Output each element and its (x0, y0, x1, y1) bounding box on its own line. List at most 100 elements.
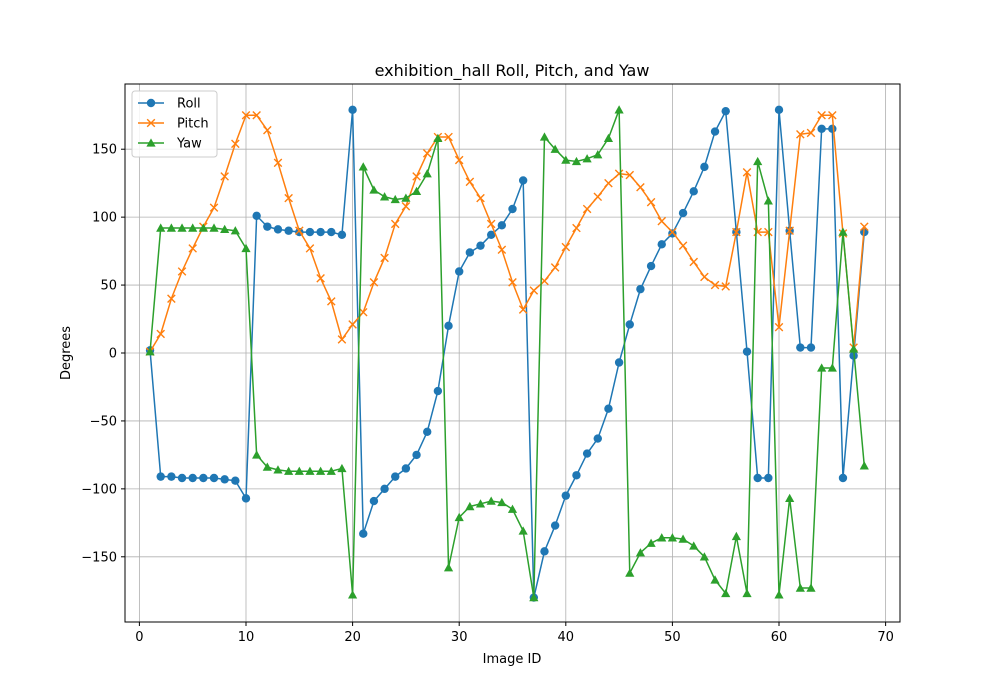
roll-point (444, 321, 453, 331)
yaw-point (550, 144, 560, 153)
yaw-point (646, 538, 656, 547)
pitch-point (486, 219, 496, 229)
yaw-point (763, 196, 773, 205)
yaw-point (284, 466, 294, 475)
yaw-point (774, 590, 784, 599)
pitch-point (732, 227, 741, 237)
pitch-point (636, 182, 645, 192)
roll-point (284, 226, 293, 235)
pitch-point (678, 241, 688, 250)
yaw-point (667, 533, 678, 542)
roll-point (423, 427, 432, 436)
roll-point (433, 386, 443, 396)
y-tick-label: −100 (81, 482, 117, 497)
pitch-point (518, 305, 528, 314)
y-tick-label: 100 (92, 211, 117, 226)
yaw-point (220, 224, 230, 234)
pitch-point (241, 110, 251, 120)
pitch-point (380, 253, 389, 263)
yaw-point (817, 363, 827, 372)
yaw-point (177, 223, 187, 232)
legend-label: Pitch (177, 117, 209, 132)
roll-point (796, 343, 805, 352)
yaw-point (742, 588, 752, 598)
yaw-point (571, 156, 582, 166)
pitch-point (337, 335, 347, 344)
roll-point (774, 105, 784, 115)
roll-point (604, 404, 613, 413)
roll-point (572, 471, 581, 480)
pitch-point (806, 128, 816, 138)
yaw-point (582, 154, 592, 163)
roll-point (412, 450, 421, 460)
pitch-point (263, 125, 272, 135)
pitch-point (774, 322, 784, 332)
yaw-point (411, 186, 422, 196)
roll-point (359, 529, 368, 538)
yaw-point (507, 504, 518, 513)
yaw-point (230, 226, 240, 235)
yaw-point (209, 223, 219, 232)
yaw-point (614, 105, 624, 114)
legend-entry-roll: Roll (138, 97, 201, 112)
roll-point (263, 222, 272, 231)
yaw-point (806, 583, 816, 592)
pitch-point (593, 192, 603, 202)
roll-point (710, 127, 720, 136)
roll-point (625, 320, 634, 329)
roll-point (156, 472, 165, 481)
roll-point (316, 227, 325, 237)
pitch-point (817, 110, 826, 120)
roll-point (327, 227, 336, 237)
x-tick-label: 10 (238, 630, 255, 645)
roll-point (337, 230, 347, 240)
roll-point (486, 230, 496, 240)
yaw-point (305, 466, 315, 475)
pitch-point (316, 273, 325, 283)
yaw-point (699, 552, 709, 561)
pitch-point (508, 278, 517, 287)
yaw-point (753, 156, 763, 166)
grid (125, 84, 900, 622)
y-tick-label: −50 (90, 414, 117, 429)
pitch-point (273, 158, 283, 168)
yaw-point (347, 590, 358, 599)
yaw-point (433, 133, 443, 143)
roll-point (273, 225, 283, 234)
yaw-point (262, 462, 272, 471)
yaw-point (369, 185, 379, 194)
roll-point (614, 358, 624, 367)
x-tick-label: 70 (877, 630, 894, 645)
chart-title: exhibition_hall Roll, Pitch, and Yaw (375, 61, 650, 81)
yaw-point (326, 466, 336, 475)
roll-point (721, 106, 730, 116)
roll-point (231, 476, 240, 485)
roll-point (391, 472, 400, 481)
roll-point (167, 472, 176, 481)
pitch-point (284, 193, 293, 203)
yaw-point (849, 344, 859, 353)
x-axis: 0 10 20 30 40 50 60 70 (135, 622, 894, 645)
pitch-line (149, 114, 866, 353)
yaw-point (497, 497, 507, 507)
pitch-point (209, 203, 219, 212)
yaw-point (657, 533, 667, 542)
pitch-point (764, 227, 773, 237)
pitch-series (145, 110, 869, 356)
yaw-point (603, 133, 614, 143)
yaw-point (145, 347, 155, 356)
x-tick-label: 20 (344, 630, 361, 645)
pitch-point (710, 280, 720, 290)
yaw-point (721, 588, 731, 598)
pitch-point (785, 226, 794, 236)
roll-point (764, 473, 773, 483)
pitch-point (348, 320, 357, 329)
yaw-point (401, 193, 411, 202)
pitch-point (422, 148, 432, 158)
yaw-point (795, 583, 805, 592)
y-tick-label: 50 (100, 279, 117, 294)
yaw-point (241, 243, 251, 253)
pitch-point (156, 329, 166, 339)
yaw-point (827, 363, 837, 372)
